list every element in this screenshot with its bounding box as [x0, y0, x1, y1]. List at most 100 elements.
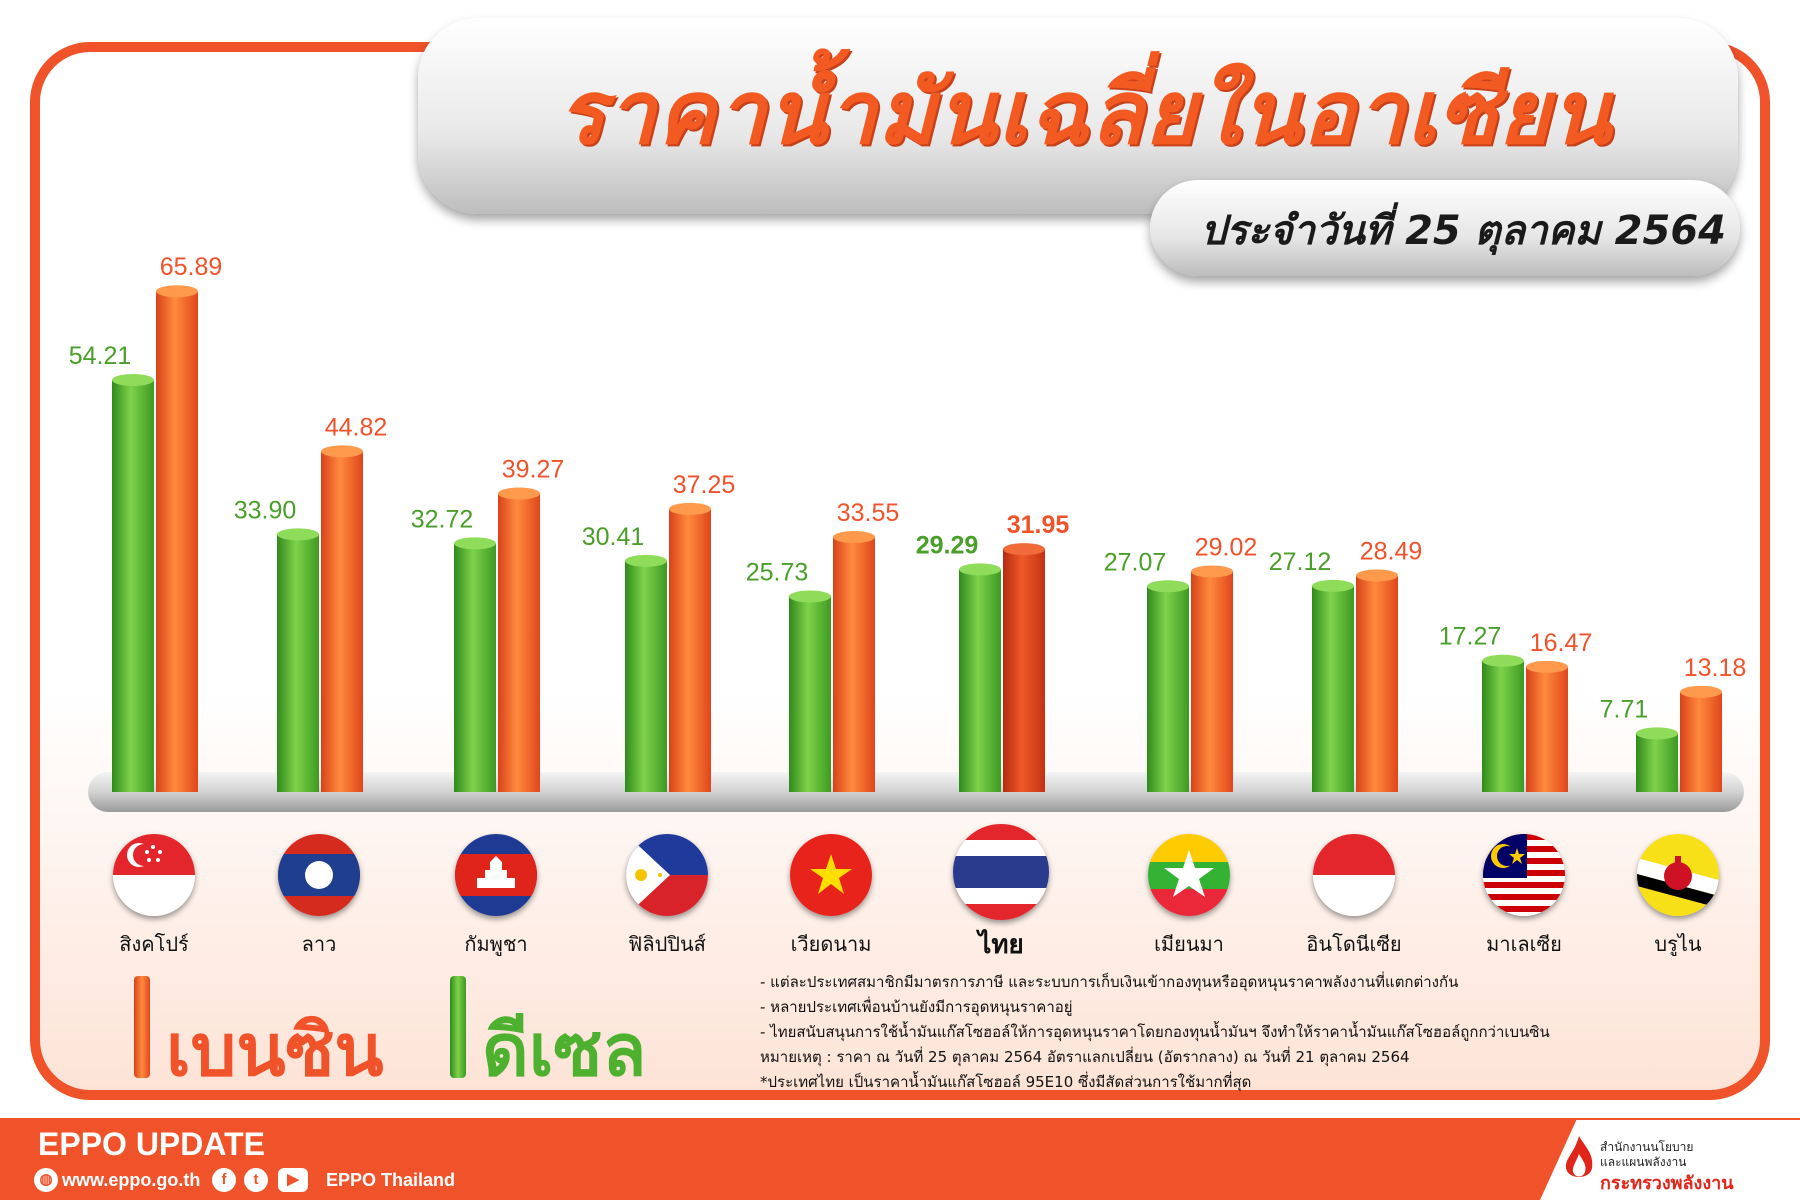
- bar-benzine-malaysia: [1526, 666, 1568, 792]
- data-label-diesel-vietnam: 25.73: [746, 558, 809, 586]
- legend-benzine-label: เบนซิน: [166, 1008, 384, 1092]
- bar-cap-benzine-philippines: [669, 502, 711, 515]
- bar-benzine-singapore: [156, 291, 198, 792]
- data-label-benzine-cambodia: 39.27: [502, 456, 565, 484]
- data-label-diesel-thailand: 29.29: [916, 531, 979, 559]
- bar-cap-diesel-brunei: [1636, 727, 1678, 740]
- note-line: *ประเทศไทย เป็นราคาน้ำมันแก๊สโซฮอล์ 95E1…: [760, 1073, 1252, 1091]
- org-ministry-name: กระทรวงพลังงาน: [1600, 1173, 1734, 1194]
- brunei-flag-icon: [1637, 834, 1719, 916]
- org-name-line2: และแผนพลังงาน: [1600, 1155, 1687, 1169]
- bar-benzine-vietnam: [833, 537, 875, 792]
- data-label-diesel-myanmar: 27.07: [1104, 548, 1167, 576]
- laos-flag-icon: [278, 834, 360, 916]
- data-label-benzine-vietnam: 33.55: [837, 499, 900, 527]
- data-label-benzine-singapore: 65.89: [160, 253, 223, 281]
- bar-benzine-philippines: [669, 508, 711, 792]
- country-label-singapore: สิงคโปร์: [119, 932, 189, 956]
- myanmar-flag-icon: [1148, 834, 1230, 916]
- singapore-flag-icon: [113, 834, 195, 916]
- bar-cap-diesel-philippines: [625, 554, 667, 567]
- youtube-icon[interactable]: ▶: [278, 1168, 308, 1192]
- footer-bar: [0, 1118, 1800, 1200]
- country-label-indonesia: อินโดนีเซีย: [1306, 932, 1402, 956]
- bar-cap-benzine-indonesia: [1356, 569, 1398, 582]
- bar-diesel-myanmar: [1147, 586, 1189, 792]
- bar-benzine-indonesia: [1356, 575, 1398, 792]
- note-line: - หลายประเทศเพื่อนบ้านยังมีการอุดหนุนราค…: [760, 998, 1073, 1016]
- footer-title: EPPO UPDATE: [38, 1126, 265, 1162]
- facebook-icon[interactable]: f: [212, 1168, 236, 1192]
- bar-diesel-laos: [277, 534, 319, 792]
- bar-cap-benzine-myanmar: [1191, 565, 1233, 578]
- bar-cap-diesel-myanmar: [1147, 580, 1189, 593]
- data-label-benzine-indonesia: 28.49: [1360, 537, 1423, 565]
- country-label-myanmar: เมียนมา: [1154, 932, 1224, 956]
- data-label-benzine-brunei: 13.18: [1684, 654, 1747, 682]
- bar-cap-benzine-brunei: [1680, 685, 1722, 698]
- bar-benzine-cambodia: [498, 493, 540, 792]
- data-label-diesel-philippines: 30.41: [582, 523, 645, 551]
- data-label-diesel-brunei: 7.71: [1600, 695, 1649, 723]
- twitter-icon[interactable]: t: [244, 1168, 268, 1192]
- footer-website-link[interactable]: www.eppo.go.th: [62, 1170, 201, 1190]
- data-label-diesel-cambodia: 32.72: [411, 505, 474, 533]
- data-label-benzine-malaysia: 16.47: [1530, 629, 1593, 657]
- bar-diesel-malaysia: [1482, 660, 1524, 792]
- notes: - แต่ละประเทศสมาชิกมีมาตรการภาษี และระบบ…: [760, 970, 1700, 1095]
- country-label-malaysia: มาเลเซีย: [1486, 932, 1562, 956]
- country-label-philippines: ฟิลิปปินส์: [628, 932, 706, 956]
- data-label-diesel-malaysia: 17.27: [1439, 623, 1502, 651]
- bar-diesel-singapore: [112, 380, 154, 792]
- data-label-benzine-thailand: 31.95: [1007, 511, 1070, 539]
- data-label-benzine-philippines: 37.25: [673, 471, 736, 499]
- bar-benzine-thailand: [1003, 549, 1045, 792]
- bar-benzine-laos: [321, 451, 363, 792]
- country-label-cambodia: กัมพูชา: [464, 932, 528, 956]
- country-label-laos: ลาว: [301, 932, 337, 956]
- globe-icon: ◍: [34, 1168, 58, 1192]
- bar-cap-diesel-laos: [277, 528, 319, 541]
- footer-social-handle[interactable]: EPPO Thailand: [326, 1170, 456, 1190]
- vietnam-flag-icon: [790, 834, 872, 916]
- legend-diesel-swatch: [450, 976, 466, 1078]
- bar-cap-benzine-singapore: [156, 285, 198, 298]
- indonesia-flag-icon: [1313, 834, 1395, 916]
- chart-subtitle: ประจำวันที่ 25 ตุลาคม 2564: [1200, 208, 1726, 254]
- bar-benzine-myanmar: [1191, 571, 1233, 792]
- note-line: - ไทยสนับสนุนการใช้น้ำมันแก๊สโซฮอล์ให้กา…: [760, 1023, 1550, 1041]
- bar-cap-benzine-vietnam: [833, 531, 875, 544]
- country-label-thailand: ไทย: [978, 930, 1024, 960]
- bar-diesel-brunei: [1636, 733, 1678, 792]
- country-label-brunei: บรูไน: [1654, 932, 1702, 956]
- bar-benzine-brunei: [1680, 691, 1722, 792]
- org-name-line1: สำนักงานนโยบาย: [1600, 1140, 1694, 1154]
- bar-cap-diesel-malaysia: [1482, 654, 1524, 667]
- bar-cap-diesel-singapore: [112, 374, 154, 387]
- note-line: - แต่ละประเทศสมาชิกมีมาตรการภาษี และระบบ…: [760, 973, 1459, 991]
- country-label-vietnam: เวียดนาม: [790, 932, 872, 956]
- legend-diesel-label: ดีเซล: [482, 1008, 647, 1092]
- bar-cap-diesel-thailand: [959, 563, 1001, 576]
- data-label-diesel-singapore: 54.21: [69, 342, 132, 370]
- bar-diesel-philippines: [625, 560, 667, 792]
- legend-benzine-swatch: [134, 976, 150, 1078]
- data-label-benzine-myanmar: 29.02: [1195, 533, 1258, 561]
- bar-cap-benzine-laos: [321, 445, 363, 458]
- bar-cap-diesel-indonesia: [1312, 579, 1354, 592]
- bar-diesel-indonesia: [1312, 585, 1354, 792]
- flame-logo-icon: [1565, 1136, 1593, 1177]
- subtitle-banner: [1150, 180, 1740, 276]
- data-label-diesel-laos: 33.90: [234, 496, 297, 524]
- data-label-diesel-indonesia: 27.12: [1269, 548, 1332, 576]
- data-label-benzine-laos: 44.82: [325, 413, 388, 441]
- bar-cap-benzine-thailand: [1003, 543, 1045, 556]
- thailand-flag-icon: [953, 824, 1049, 920]
- chart-title: ราคาน้ำมันเฉลี่ยในอาเซียน: [557, 61, 1613, 164]
- bar-cap-diesel-vietnam: [789, 590, 831, 603]
- bar-diesel-vietnam: [789, 596, 831, 792]
- bar-diesel-thailand: [959, 569, 1001, 792]
- note-line: หมายเหตุ : ราคา ณ วันที่ 25 ตุลาคม 2564 …: [760, 1048, 1410, 1066]
- philippines-flag-icon: [626, 834, 708, 916]
